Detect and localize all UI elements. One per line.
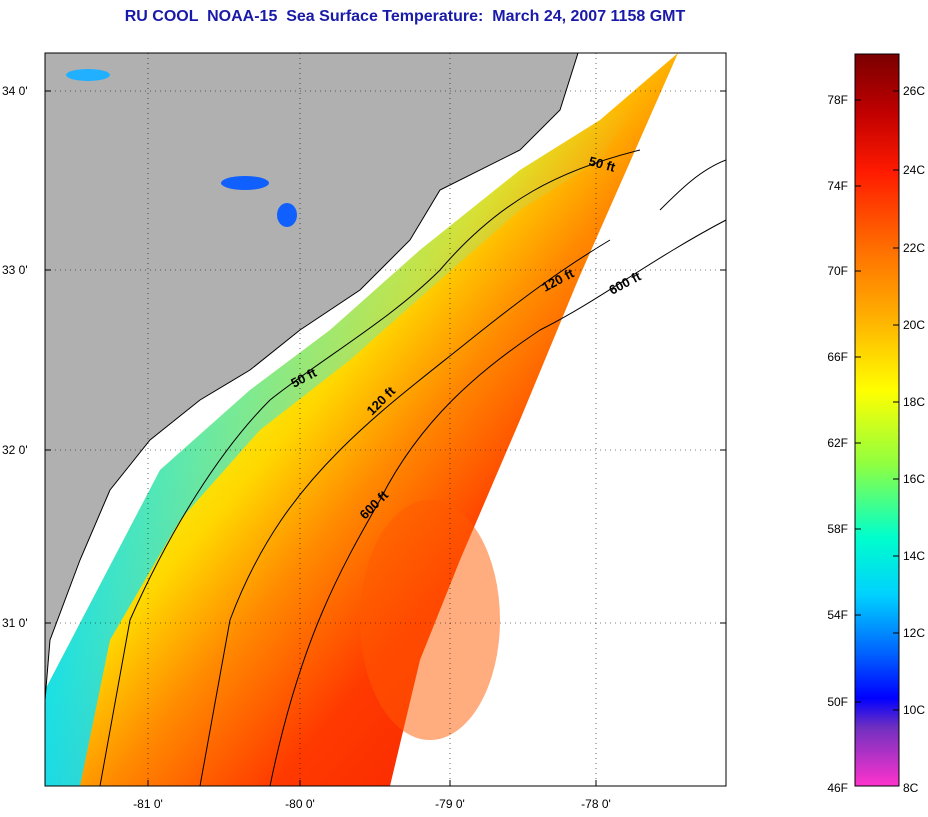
colorbar-f-label: 62F — [827, 436, 848, 450]
lat-label: 33 0' — [2, 263, 28, 277]
contour-label: 50 ft — [587, 153, 617, 175]
colorbar-c-label: 20C — [903, 318, 925, 332]
lat-label: 31 0' — [2, 616, 28, 630]
colorbar-f-label: 50F — [827, 695, 848, 709]
coastline-east — [659, 159, 726, 211]
colorbar-c-label: 22C — [903, 241, 925, 255]
colorbar-f-label: 54F — [827, 608, 848, 622]
colorbar-c-label: 16C — [903, 472, 925, 486]
colorbar-c-label: 18C — [903, 395, 925, 409]
lat-label: 32 0' — [2, 443, 28, 457]
lake — [66, 69, 110, 81]
lat-label: 34 0' — [2, 84, 28, 98]
map-frame — [44, 52, 727, 787]
colorbar-c-label: 14C — [903, 549, 925, 563]
colorbar-f-label: 78F — [827, 93, 848, 107]
graticule — [45, 53, 726, 786]
lon-label: -81 0' — [133, 797, 163, 811]
colorbar-f-label: 74F — [827, 179, 848, 193]
colorbar-f-label: 70F — [827, 264, 848, 278]
axis-ticks — [45, 90, 726, 786]
colorbar-f-label: 46F — [827, 781, 848, 795]
lon-label: -79 0' — [435, 797, 465, 811]
warm-region — [360, 500, 500, 740]
colorbar-c-label: 12C — [903, 626, 925, 640]
land-mass — [45, 53, 579, 701]
lake — [277, 203, 297, 227]
colorbar-c-label: 8C — [903, 781, 919, 795]
contour-120ft — [199, 239, 611, 786]
lake — [221, 176, 269, 190]
contour-600ft — [269, 219, 726, 786]
colorbar-f-label: 58F — [827, 522, 848, 536]
colorbar-ticks — [855, 90, 899, 711]
colorbar — [854, 53, 900, 787]
map-area: 50 ft 120 ft 600 ft 50 ft 120 ft 600 ft — [45, 53, 726, 786]
lon-label: -78 0' — [581, 797, 611, 811]
sst-swath — [45, 53, 678, 786]
contour-50ft — [99, 149, 641, 786]
lon-label: -80 0' — [285, 797, 315, 811]
colorbar-c-label: 24C — [903, 163, 925, 177]
colorbar-c-label: 10C — [903, 703, 925, 717]
colorbar-f-label: 66F — [827, 350, 848, 364]
map-title: RU COOL NOAA-15 Sea Surface Temperature:… — [124, 8, 686, 25]
colorbar-c-label: 26C — [903, 84, 925, 98]
